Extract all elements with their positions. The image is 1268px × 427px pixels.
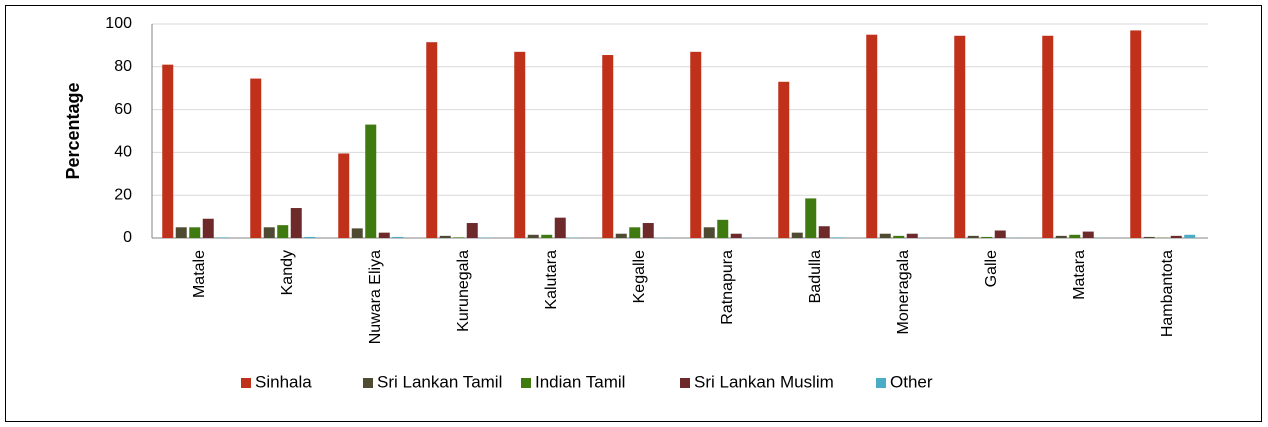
bar bbox=[1069, 234, 1081, 238]
bar bbox=[351, 228, 363, 238]
x-tick-label: Kegalle bbox=[631, 250, 648, 303]
bar bbox=[778, 81, 790, 238]
legend-swatch bbox=[363, 378, 373, 388]
bar bbox=[175, 227, 187, 238]
bar bbox=[954, 35, 966, 238]
bar bbox=[277, 225, 289, 238]
bar bbox=[554, 217, 566, 238]
legend-swatch bbox=[241, 378, 251, 388]
x-tick-label: Badulla bbox=[807, 250, 824, 303]
bar bbox=[378, 232, 390, 238]
legend-swatch bbox=[876, 378, 886, 388]
bar bbox=[981, 236, 993, 238]
bar bbox=[602, 55, 614, 238]
x-tick-label: Moneragala bbox=[895, 250, 912, 335]
bar bbox=[967, 235, 979, 238]
bar bbox=[866, 34, 878, 239]
bar bbox=[426, 42, 438, 238]
x-tick-label: Matale bbox=[191, 250, 208, 298]
bar bbox=[162, 64, 174, 238]
bar bbox=[527, 234, 539, 238]
x-tick-label: Kandy bbox=[279, 250, 296, 295]
bar bbox=[1082, 231, 1094, 238]
y-tick-label: 60 bbox=[114, 101, 132, 118]
bar bbox=[1184, 234, 1196, 238]
bar bbox=[290, 208, 302, 238]
legend-label: Sri Lankan Tamil bbox=[377, 372, 502, 391]
bar bbox=[615, 233, 627, 238]
bar bbox=[832, 237, 844, 238]
y-tick-label: 0 bbox=[123, 229, 132, 246]
bar bbox=[514, 51, 526, 238]
bar bbox=[453, 237, 465, 238]
legend-label: Sinhala bbox=[255, 372, 312, 391]
y-tick-label: 80 bbox=[114, 58, 132, 75]
y-tick-label: 20 bbox=[114, 186, 132, 203]
bar bbox=[250, 78, 262, 238]
bar bbox=[189, 227, 201, 238]
bar bbox=[392, 236, 404, 238]
bar bbox=[1042, 35, 1054, 238]
bar bbox=[717, 219, 729, 238]
bar bbox=[439, 235, 451, 238]
bar bbox=[791, 232, 803, 238]
bar bbox=[216, 237, 228, 238]
bar bbox=[703, 227, 715, 238]
bar bbox=[818, 226, 830, 238]
legend-label: Sri Lankan Muslim bbox=[694, 372, 834, 391]
bar bbox=[338, 153, 350, 238]
bar bbox=[690, 51, 702, 238]
bar bbox=[1143, 236, 1155, 238]
bar bbox=[994, 230, 1006, 238]
x-tick-label: Galle bbox=[983, 250, 1000, 287]
bar bbox=[1055, 235, 1067, 238]
y-tick-label: 100 bbox=[105, 15, 132, 32]
bar bbox=[893, 235, 905, 238]
x-tick-label: Nuwara Eliya bbox=[367, 250, 384, 344]
bar bbox=[629, 227, 641, 238]
bar bbox=[304, 236, 316, 238]
bar bbox=[1170, 235, 1182, 238]
legend-label: Indian Tamil bbox=[535, 372, 625, 391]
bar bbox=[365, 124, 377, 238]
legend-swatch bbox=[680, 378, 690, 388]
x-tick-label: Hambantota bbox=[1159, 250, 1176, 337]
bar bbox=[730, 233, 742, 238]
y-tick-label: 40 bbox=[114, 144, 132, 161]
bar bbox=[541, 234, 553, 238]
bar bbox=[805, 198, 817, 238]
legend-swatch bbox=[521, 378, 531, 388]
x-tick-label: Ratnapura bbox=[719, 250, 736, 325]
bar bbox=[466, 223, 478, 238]
x-tick-label: Kalutara bbox=[543, 250, 560, 310]
bar bbox=[263, 227, 275, 238]
x-tick-label: Kurunegala bbox=[455, 250, 472, 332]
chart-border bbox=[5, 5, 1262, 422]
x-tick-label: Matara bbox=[1071, 250, 1088, 300]
bar bbox=[906, 233, 918, 238]
bar bbox=[202, 218, 214, 238]
legend-label: Other bbox=[890, 372, 933, 391]
bar bbox=[642, 223, 654, 238]
bar bbox=[879, 233, 891, 238]
y-axis-label: Percentage bbox=[63, 82, 83, 179]
bar bbox=[1130, 30, 1142, 239]
